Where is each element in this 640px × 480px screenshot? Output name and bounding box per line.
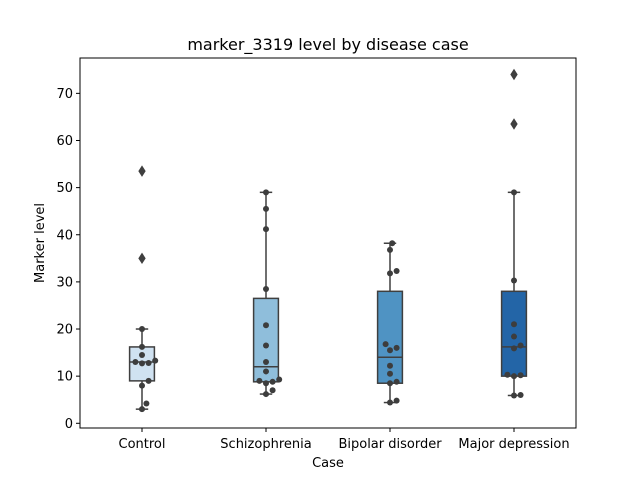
y-axis-title: Marker level — [33, 203, 48, 283]
data-point — [393, 268, 400, 275]
data-point — [139, 382, 145, 389]
data-point — [263, 205, 269, 212]
y-tick-label: 70 — [56, 87, 73, 102]
y-tick-label: 60 — [56, 134, 73, 149]
x-tick-label: Schizophrenia — [220, 437, 311, 452]
data-point — [263, 226, 269, 233]
boxes-layer — [128, 68, 528, 410]
data-point — [263, 391, 269, 398]
data-point — [263, 285, 269, 292]
y-tick-label: 40 — [56, 228, 73, 243]
x-tick-label: Control — [119, 437, 166, 452]
data-point — [139, 326, 145, 333]
data-point — [276, 376, 283, 383]
data-point — [263, 368, 269, 375]
box-body — [252, 297, 280, 383]
data-point — [389, 240, 396, 247]
y-tick-label: 0 — [65, 417, 73, 432]
data-point — [387, 370, 393, 377]
x-tick-label: Bipolar disorder — [338, 437, 442, 452]
data-point — [511, 392, 517, 399]
x-axis: Control Schizophrenia Bipolar disorder Majo… — [119, 428, 570, 452]
data-point — [511, 333, 517, 340]
outlier-marker — [138, 165, 146, 177]
data-point — [511, 321, 517, 328]
data-point — [387, 246, 393, 253]
box-3 — [376, 242, 404, 404]
data-point — [511, 189, 517, 196]
data-point — [263, 189, 269, 196]
data-point — [517, 392, 524, 399]
data-point — [263, 380, 269, 387]
data-point — [511, 277, 517, 284]
box-4 — [500, 68, 528, 397]
data-point — [263, 342, 269, 349]
y-tick-label: 20 — [56, 323, 73, 338]
data-point — [393, 397, 400, 404]
data-point — [132, 359, 139, 366]
data-point — [145, 359, 152, 366]
data-point — [143, 400, 150, 407]
data-point — [387, 347, 393, 354]
data-point — [145, 377, 152, 384]
data-point — [387, 362, 393, 369]
x-tick-label: Major depression — [458, 437, 569, 452]
data-point — [517, 342, 524, 349]
data-point — [139, 351, 145, 358]
outlier-marker — [510, 68, 518, 81]
data-point — [511, 373, 517, 380]
data-point — [504, 371, 511, 378]
box-1 — [128, 165, 156, 410]
data-point — [393, 344, 400, 351]
x-axis-title: Case — [312, 456, 344, 471]
box-body — [376, 290, 404, 384]
data-point — [139, 343, 145, 350]
plot-area-frame — [79, 57, 577, 429]
data-point — [263, 359, 269, 366]
data-point — [139, 360, 145, 367]
data-point — [387, 399, 393, 406]
box-2 — [252, 191, 280, 395]
outlier-marker — [138, 252, 146, 265]
chart-title: marker_3319 level by disease case — [187, 35, 468, 55]
data-point — [256, 377, 263, 384]
data-point — [387, 270, 393, 277]
data-point — [152, 357, 159, 364]
data-point — [387, 380, 393, 387]
y-tick-label: 10 — [56, 370, 73, 385]
data-point — [269, 378, 276, 385]
outlier-marker — [510, 118, 518, 130]
data-point — [269, 387, 276, 394]
data-point — [382, 341, 389, 348]
data-point — [263, 322, 269, 329]
data-point — [139, 406, 145, 413]
points-layer — [132, 189, 524, 413]
y-axis: 0 10 20 30 40 50 60 70 — [56, 87, 80, 432]
y-tick-label: 30 — [56, 275, 73, 290]
data-point — [511, 345, 517, 352]
data-point — [393, 378, 400, 385]
data-point — [517, 372, 524, 379]
y-tick-label: 50 — [56, 181, 73, 196]
